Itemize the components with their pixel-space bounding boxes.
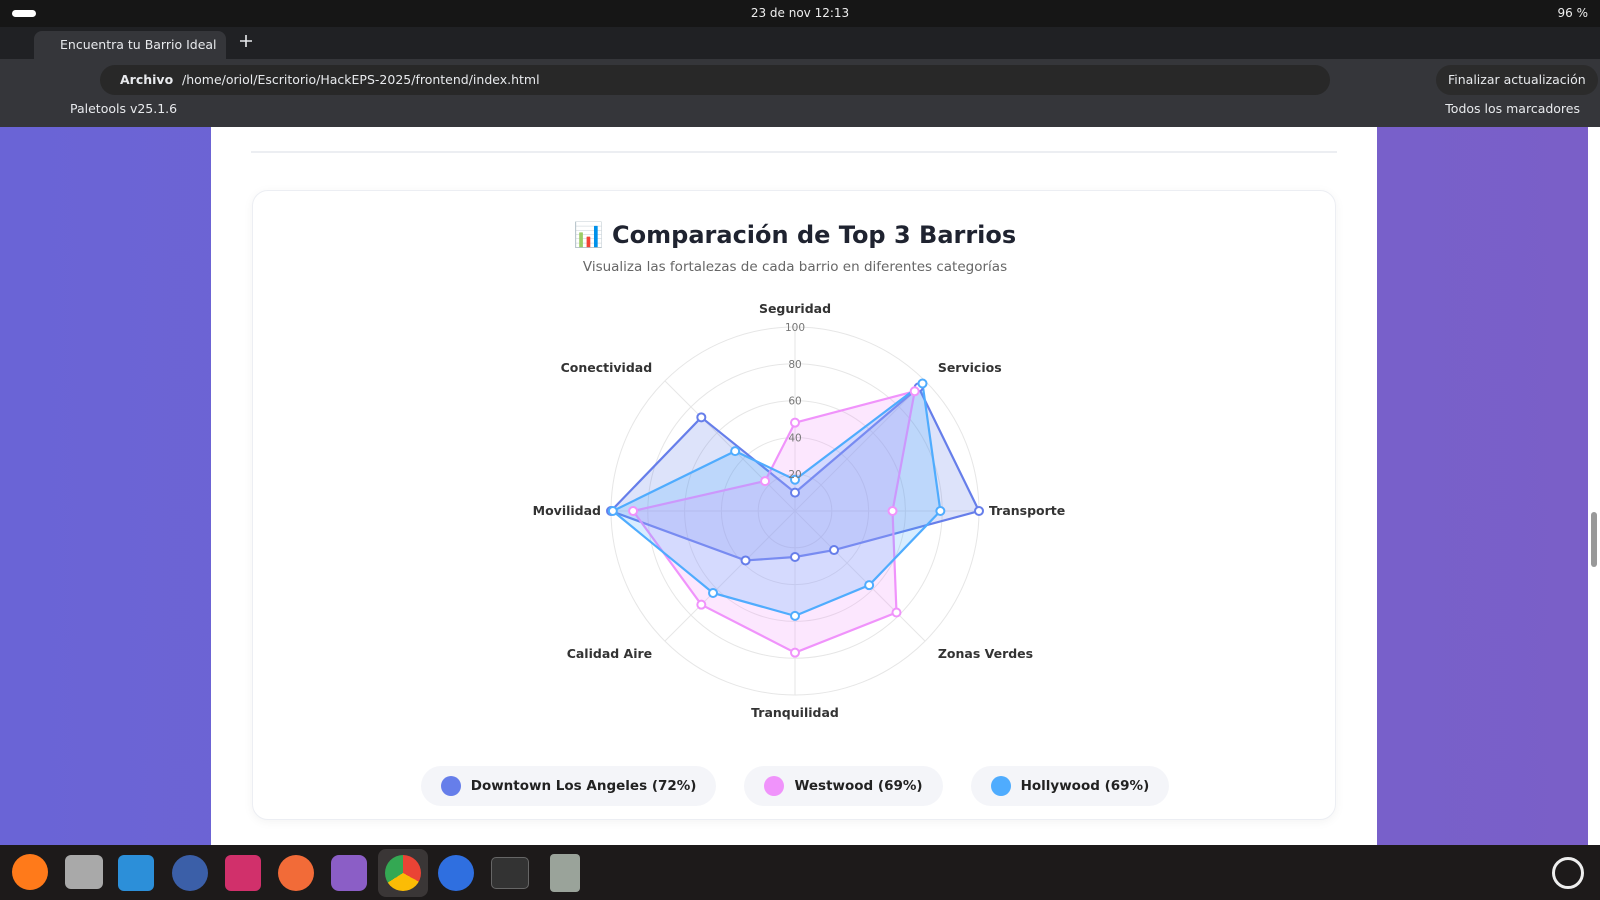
scroll-thumb[interactable] — [1591, 512, 1597, 567]
app-icon[interactable] — [65, 855, 103, 889]
category-label: Servicios — [938, 360, 1002, 375]
address-bar[interactable]: Archivo /home/oriol/Escritorio/HackEPS-2… — [100, 65, 1330, 95]
data-point — [740, 555, 751, 566]
r-tick-label: 80 — [788, 359, 801, 371]
category-label: Calidad Aire — [567, 646, 652, 661]
r-tick-label: 60 — [788, 396, 801, 408]
category-label: Movilidad — [533, 503, 601, 518]
page: 📊 Comparación de Top 3 Barrios Visualiza… — [0, 127, 1600, 845]
new-tab[interactable] — [236, 31, 256, 51]
category-label: Zonas Verdes — [938, 646, 1033, 661]
app-icon[interactable] — [225, 855, 261, 891]
legend-swatch — [990, 776, 1011, 796]
radar-chart: Seguridad Servicios Transporte Zonas Verdes… — [533, 301, 1066, 720]
data-point — [909, 386, 920, 397]
spoke — [794, 380, 926, 512]
clock: 23 de nov 12:13 — [750, 6, 850, 20]
battery: 96 % — [1557, 6, 1589, 20]
app-icon[interactable] — [491, 857, 529, 889]
data-point — [628, 506, 639, 516]
app-icon[interactable] — [438, 855, 474, 891]
data-point — [917, 378, 928, 389]
apps-button[interactable] — [1552, 857, 1584, 889]
chart-card: 📊 Comparación de Top 3 Barrios Visualiza… — [252, 190, 1336, 820]
active-app[interactable] — [378, 849, 428, 897]
app-icon[interactable] — [12, 854, 48, 890]
workspace-indicator — [12, 10, 36, 17]
legend-label: Hollywood (69%) — [1020, 778, 1150, 794]
scrollbar — [1588, 127, 1600, 845]
tab[interactable]: Encuentra tu Barrio Ideal — [34, 31, 226, 59]
app-icon[interactable] — [118, 855, 154, 891]
chart-heading: 📊 Comparación de Top 3 Barrios — [253, 221, 1337, 249]
chart-icon: 📊 — [573, 221, 604, 249]
legend-item[interactable]: Westwood (69%) — [744, 766, 943, 806]
bookmark[interactable]: Paletools v25.1.6 — [70, 101, 178, 116]
legend-label: Downtown Los Angeles (72%) — [470, 778, 697, 794]
app-icon[interactable] — [331, 855, 367, 891]
legend-item[interactable]: Downtown Los Angeles (72%) — [420, 766, 717, 806]
taskbar — [0, 845, 1600, 900]
data-point — [790, 647, 800, 658]
container: 📊 Comparación de Top 3 Barrios Visualiza… — [211, 127, 1377, 845]
data-point — [790, 487, 800, 498]
data-point — [696, 599, 707, 610]
system-bar: 23 de nov 12:13 96 % — [0, 0, 1600, 27]
data-point — [891, 607, 902, 618]
data-point — [935, 506, 946, 516]
legend-label: Westwood (69%) — [794, 778, 923, 794]
divider — [251, 151, 1337, 153]
data-point — [974, 506, 984, 516]
tab-strip: Encuentra tu Barrio Ideal — [0, 27, 1600, 59]
spoke — [664, 380, 796, 512]
category-label: Conectividad — [561, 360, 653, 375]
app-icon[interactable] — [550, 854, 580, 892]
r-tick-label: 40 — [788, 432, 801, 444]
data-point — [829, 545, 840, 556]
chart-title: Comparación de Top 3 Barrios — [612, 221, 1017, 249]
spoke — [664, 510, 796, 642]
data-point — [708, 587, 719, 598]
data-point — [607, 506, 618, 516]
data-point — [887, 506, 898, 516]
data-point — [696, 412, 707, 423]
app-icon[interactable] — [172, 855, 208, 891]
all-bookmarks[interactable]: Todos los marcadores — [1445, 101, 1580, 116]
update-button[interactable]: Finalizar actualización — [1436, 65, 1598, 95]
legend-swatch — [764, 776, 785, 796]
app-icon[interactable] — [278, 855, 314, 891]
data-point — [790, 610, 800, 621]
chart-subtitle: Visualiza las fortalezas de cada barrio … — [582, 259, 1008, 275]
r-tick-label: 100 — [785, 322, 805, 334]
app-icon — [385, 855, 421, 891]
data-point — [790, 552, 800, 562]
category-label: Seguridad — [759, 301, 831, 316]
r-tick-label: 20 — [788, 469, 801, 481]
category-label: Transporte — [989, 503, 1065, 518]
toolbar: Archivo /home/oriol/Escritorio/HackEPS-2… — [0, 59, 1600, 127]
data-point — [760, 476, 771, 487]
spoke — [794, 510, 926, 642]
category-label: Tranquilidad — [751, 705, 839, 720]
data-point — [790, 417, 800, 428]
security-chip[interactable]: Archivo — [120, 72, 174, 87]
data-point — [864, 580, 875, 591]
legend: Downtown Los Angeles (72%) Westwood (69%)… — [253, 766, 1337, 806]
url[interactable]: /home/oriol/Escritorio/HackEPS-2025/fron… — [182, 72, 540, 87]
data-point — [790, 474, 800, 485]
data-point — [730, 446, 741, 457]
legend-swatch — [440, 776, 461, 796]
legend-item[interactable]: Hollywood (69%) — [970, 766, 1170, 806]
